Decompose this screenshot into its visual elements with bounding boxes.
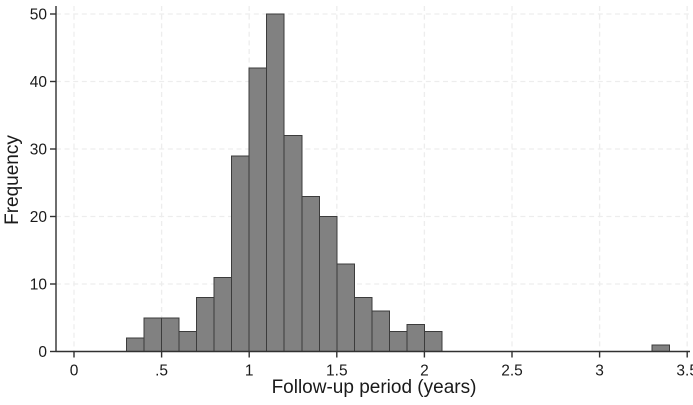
x-tick-label: 2 (420, 363, 429, 380)
histogram-bar (143, 317, 163, 352)
histogram-bar (371, 310, 390, 352)
x-tick-label: 1 (245, 363, 254, 380)
x-tick-label: 3.5 (676, 363, 693, 380)
x-tick-label: 0 (70, 363, 79, 380)
histogram-bar (423, 330, 443, 352)
y-tick-label: 40 (30, 74, 48, 91)
histogram-bar (178, 330, 198, 352)
histogram-bar (301, 195, 320, 352)
histogram-bar (213, 276, 233, 352)
histogram-bar (248, 67, 268, 352)
x-axis-title: Follow-up period (years) (271, 377, 477, 398)
x-tick-label: .5 (155, 363, 168, 380)
histogram-bar (388, 330, 408, 352)
histogram-bar (353, 297, 373, 352)
histogram-bar (231, 155, 250, 352)
histogram-bar (161, 317, 180, 352)
x-tick-label: 1.5 (326, 363, 348, 380)
histogram-bar (266, 13, 285, 352)
x-tick-label: 3 (595, 363, 604, 380)
histogram-bar (336, 263, 355, 352)
y-tick-label: 30 (30, 142, 48, 159)
y-tick-label: 0 (38, 344, 47, 361)
y-tick-label: 50 (30, 7, 48, 24)
y-tick-label: 10 (30, 277, 48, 294)
histogram-bar (283, 135, 303, 352)
histogram-bar (651, 344, 671, 352)
y-axis-title: Frequency (2, 135, 23, 225)
histogram-bar (126, 337, 145, 352)
histogram-bar (196, 297, 215, 352)
histogram-bar (318, 216, 338, 352)
histogram-bar (406, 324, 425, 352)
x-tick-label: 2.5 (501, 363, 523, 380)
y-tick-label: 20 (30, 209, 48, 226)
